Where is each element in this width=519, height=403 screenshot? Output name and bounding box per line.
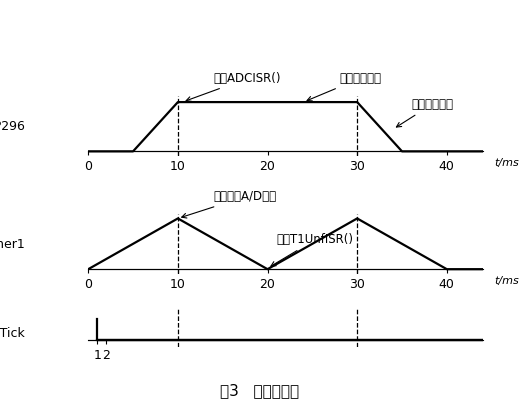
Text: 软件触发A/D转换: 软件触发A/D转换 xyxy=(182,190,277,218)
Text: 发生ADCISR(): 发生ADCISR() xyxy=(186,72,281,101)
Text: t/ms: t/ms xyxy=(495,158,519,168)
Text: 通道完全关断: 通道完全关断 xyxy=(397,98,453,127)
Text: Timer1: Timer1 xyxy=(0,239,25,251)
Text: 通道完全导通: 通道完全导通 xyxy=(307,72,381,101)
Text: t/ms: t/ms xyxy=(495,276,519,286)
Text: OSTimeTick: OSTimeTick xyxy=(0,327,25,340)
Text: 发生T1UnfISR(): 发生T1UnfISR() xyxy=(271,233,353,266)
Text: 图3   时序逻辑图: 图3 时序逻辑图 xyxy=(220,383,299,399)
Text: TLP296: TLP296 xyxy=(0,120,25,133)
